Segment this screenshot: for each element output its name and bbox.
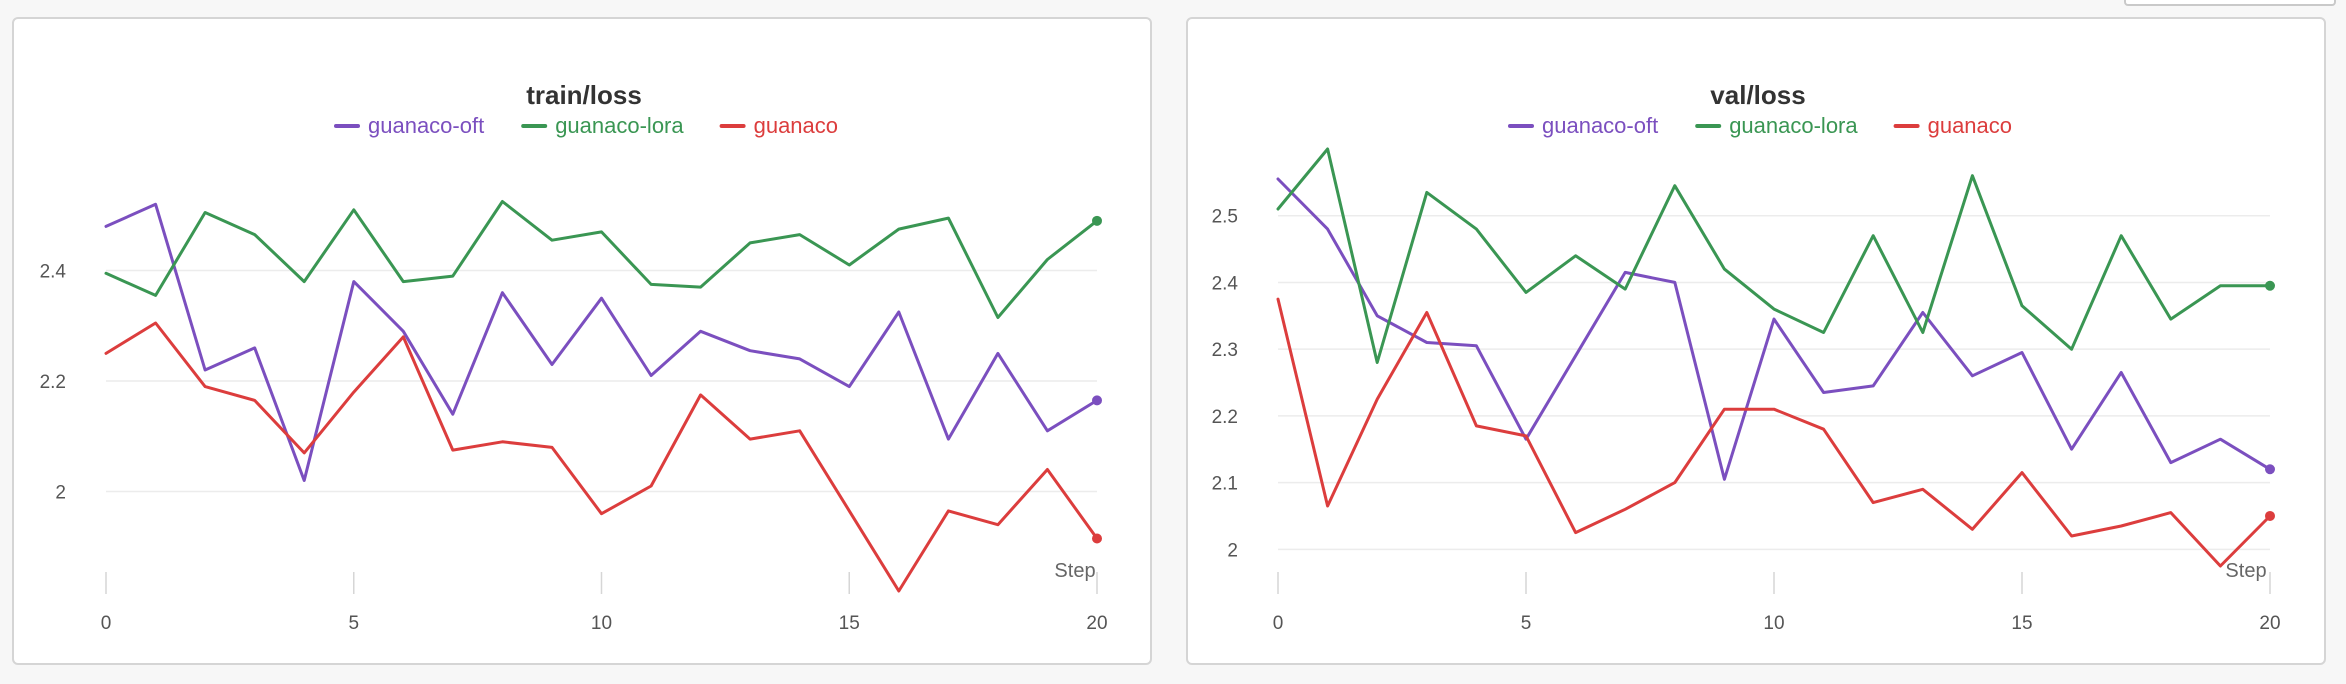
legend-item-guanaco-oft[interactable]: guanaco-oft	[334, 113, 484, 138]
series-line-guanaco-lora[interactable]	[104, 200, 1099, 319]
legend-label: guanaco-lora	[1729, 113, 1858, 138]
x-axis-label: Step	[2225, 560, 2266, 582]
y-tick-label: 2	[1227, 540, 1238, 561]
series-line-guanaco-oft[interactable]	[1276, 177, 2272, 481]
x-axis-label: Step	[1054, 560, 1095, 582]
y-tick-label: 2.2	[40, 372, 66, 393]
legend-item-guanaco-oft[interactable]: guanaco-oft	[1508, 113, 1658, 138]
y-tick-label: 2.5	[1212, 207, 1238, 228]
x-tick-label: 20	[2259, 613, 2280, 634]
series-end-point-guanaco	[1092, 533, 1102, 544]
x-tick-label: 15	[2011, 613, 2032, 634]
chart-title: train/loss	[526, 80, 642, 110]
train-loss-panel: train/loss 2 2.2 2.4 0 5 10 15 20 Step guanaco-oft…	[12, 17, 1152, 665]
series-end-point-guanaco-lora	[2265, 280, 2275, 291]
legend-label: guanaco-oft	[368, 113, 484, 138]
series-line-guanaco[interactable]	[1276, 297, 2272, 568]
x-tick-label: 10	[1763, 613, 1784, 634]
series-line-guanaco-lora[interactable]	[1276, 147, 2272, 364]
chart-title: val/loss	[1710, 80, 1805, 110]
legend-item-guanaco[interactable]: guanaco	[719, 113, 838, 138]
x-tick-label: 20	[1086, 613, 1107, 634]
val-loss-chart: val/loss 2 2.1 2.2 2.3 2.4 2.5 0 5 10 15 20 Step guan…	[1212, 80, 2281, 634]
y-tick-label: 2.1	[1212, 474, 1238, 495]
x-tick-label: 5	[1521, 613, 1532, 634]
x-tick-label: 0	[101, 613, 112, 634]
y-tick-label: 2	[55, 483, 66, 504]
y-tick-label: 2.2	[1212, 407, 1238, 428]
series-end-point-guanaco-lora	[1092, 215, 1102, 226]
x-tick-label: 5	[348, 613, 359, 634]
legend-item-guanaco-lora[interactable]: guanaco-lora	[521, 113, 684, 138]
panel-tab-edge[interactable]	[2124, 0, 2336, 6]
legend-label: guanaco-lora	[555, 113, 684, 138]
x-tick-label: 0	[1273, 613, 1284, 634]
legend-label: guanaco	[1928, 113, 2012, 138]
y-tick-label: 2.4	[1212, 273, 1239, 294]
val-loss-panel: val/loss 2 2.1 2.2 2.3 2.4 2.5 0 5 10 15 20 Step guan…	[1186, 17, 2326, 665]
legend-item-guanaco-lora[interactable]: guanaco-lora	[1695, 113, 1858, 138]
series-end-point-guanaco-oft	[2265, 464, 2275, 475]
series-line-guanaco[interactable]	[104, 321, 1099, 593]
train-loss-chart: train/loss 2 2.2 2.4 0 5 10 15 20 Step guanaco-oft…	[40, 80, 1108, 634]
series-end-point-guanaco	[2265, 510, 2275, 521]
y-tick-label: 2.4	[40, 262, 67, 283]
x-tick-label: 10	[591, 613, 612, 634]
series-line-guanaco-oft[interactable]	[104, 202, 1099, 482]
legend-label: guanaco	[754, 113, 838, 138]
x-tick-label: 15	[839, 613, 860, 634]
series-end-point-guanaco-oft	[1092, 395, 1102, 406]
legend-label: guanaco-oft	[1542, 113, 1658, 138]
legend-item-guanaco[interactable]: guanaco	[1893, 113, 2012, 138]
y-tick-label: 2.3	[1212, 340, 1238, 361]
